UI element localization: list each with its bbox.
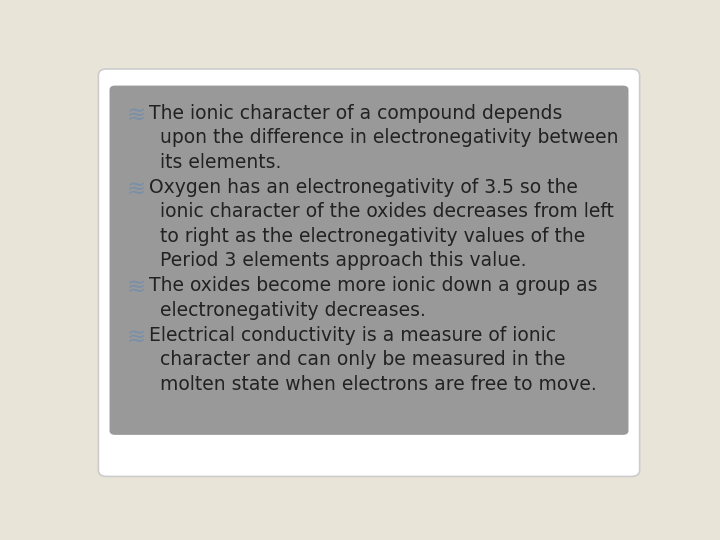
Text: The oxides become more ionic down a group as: The oxides become more ionic down a grou… [148, 276, 597, 295]
Text: its elements.: its elements. [160, 152, 281, 172]
Text: to right as the electronegativity values of the: to right as the electronegativity values… [160, 227, 585, 246]
FancyBboxPatch shape [109, 85, 629, 435]
Text: ionic character of the oxides decreases from left: ionic character of the oxides decreases … [160, 202, 613, 221]
Text: Oxygen has an electronegativity of 3.5 so the: Oxygen has an electronegativity of 3.5 s… [148, 178, 577, 197]
Text: molten state when electrons are free to move.: molten state when electrons are free to … [160, 375, 596, 394]
Text: character and can only be measured in the: character and can only be measured in th… [160, 350, 565, 369]
Text: ≋: ≋ [126, 104, 145, 127]
Text: Electrical conductivity is a measure of ionic: Electrical conductivity is a measure of … [148, 326, 556, 346]
FancyBboxPatch shape [99, 69, 639, 476]
Text: ≋: ≋ [126, 276, 145, 300]
Text: ≋: ≋ [126, 178, 145, 201]
Text: ≋: ≋ [126, 326, 145, 349]
Text: The ionic character of a compound depends: The ionic character of a compound depend… [148, 104, 562, 123]
Text: electronegativity decreases.: electronegativity decreases. [160, 301, 426, 320]
Text: Period 3 elements approach this value.: Period 3 elements approach this value. [160, 251, 526, 269]
Text: upon the difference in electronegativity between: upon the difference in electronegativity… [160, 129, 618, 147]
